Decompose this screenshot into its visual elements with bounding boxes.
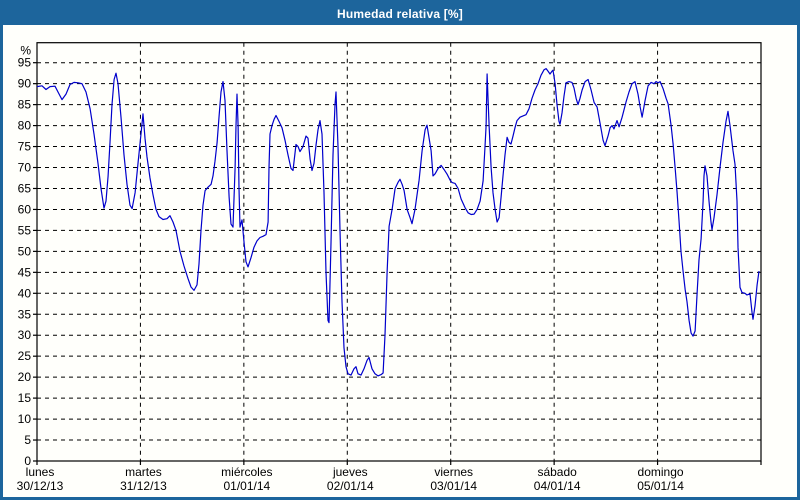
y-axis-label: 25	[18, 349, 32, 363]
y-axis-label: 70	[18, 161, 32, 175]
y-axis-label: 50	[18, 244, 32, 258]
y-axis-label: 0	[24, 454, 31, 468]
y-axis-label: 35	[18, 307, 32, 321]
humidity-line	[36, 67, 760, 377]
x-axis-date-label: 01/01/14	[223, 479, 270, 493]
y-axis-label: 15	[18, 391, 32, 405]
y-axis-label: 75	[18, 140, 32, 154]
y-axis-label: 20	[18, 370, 32, 384]
y-axis-unit-label: %	[20, 44, 31, 58]
x-axis-day-label: jueves	[332, 465, 368, 479]
humidity-chart: 0 5 10 15 20 25 30 35 40 45 50 55 60 65 70 75 80 85 90 95% l…	[17, 42, 762, 493]
y-axis-label: 90	[18, 77, 32, 91]
y-axis-label: 60	[18, 202, 32, 216]
window-title: Humedad relativa [%]	[336, 7, 464, 21]
x-axis-date-label: 30/12/13	[17, 479, 64, 493]
chart-panel: 0 5 10 15 20 25 30 35 40 45 50 55 60 65 70 75 80 85 90 95% l…	[3, 25, 797, 497]
y-axis-label: 30	[18, 328, 32, 342]
x-axis-date-label: 05/01/14	[637, 479, 684, 493]
x-axis-date-label: 04/01/14	[534, 479, 581, 493]
x-axis-day-label: lunes	[26, 465, 55, 479]
y-axis-label: 40	[18, 286, 32, 300]
x-axis-date-label: 31/12/13	[120, 479, 167, 493]
x-axis-day-label: viernes	[434, 465, 473, 479]
y-axis-label: 45	[18, 265, 32, 279]
window-titlebar: Humedad relativa [%]	[3, 3, 797, 25]
y-axis-label: 95	[18, 56, 32, 70]
y-axis-label: 5	[24, 433, 31, 447]
x-axis-day-label: miércoles	[221, 465, 272, 479]
y-axis-label: 55	[18, 223, 32, 237]
y-axis-label: 65	[18, 181, 32, 195]
x-axis-day-label: domingo	[638, 465, 684, 479]
x-axis-date-label: 02/01/14	[327, 479, 374, 493]
x-axis-day-label: sábado	[537, 465, 577, 479]
y-axis-label: 85	[18, 98, 32, 112]
y-axis-label: 10	[18, 412, 32, 426]
x-axis-date-label: 03/01/14	[430, 479, 477, 493]
y-axis-label: 80	[18, 119, 32, 133]
x-axis-day-label: martes	[125, 465, 162, 479]
